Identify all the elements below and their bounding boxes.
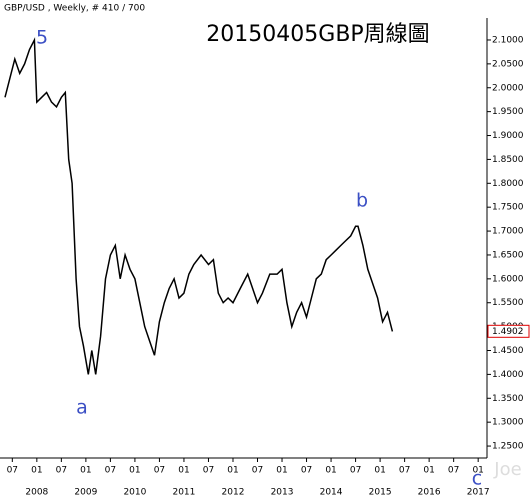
y-tick-label: 1.2500 xyxy=(492,442,524,452)
x-tick-label: 07 xyxy=(105,466,116,476)
year-label: 2017 xyxy=(467,488,490,498)
x-tick-label: 07 xyxy=(154,466,165,476)
y-tick-label: 1.4000 xyxy=(492,370,524,380)
y-tick-label: 1.3500 xyxy=(492,394,524,404)
y-tick-label: 2.0000 xyxy=(492,83,524,93)
y-tick-label: 1.7000 xyxy=(492,227,524,237)
x-tick-label: 07 xyxy=(7,466,18,476)
y-tick-label: 1.9500 xyxy=(492,107,524,117)
x-tick-label: 01 xyxy=(374,466,385,476)
annotation: 5 xyxy=(36,27,48,49)
x-tick-label: 01 xyxy=(178,466,189,476)
x-tick-label: 01 xyxy=(129,466,140,476)
chart-title: 20150405GBP周線圖 xyxy=(206,22,429,47)
price-line xyxy=(4,37,394,375)
y-tick-label: 1.4500 xyxy=(492,346,524,356)
x-tick-label: 01 xyxy=(423,466,434,476)
x-tick-label: 07 xyxy=(399,466,410,476)
x-tick-label: 01 xyxy=(325,466,336,476)
y-tick-label: 2.1000 xyxy=(492,35,524,45)
x-tick-label: 01 xyxy=(31,466,42,476)
chart-header: GBP/USD , Weekly, # 410 / 700 xyxy=(4,4,145,14)
year-label: 2016 xyxy=(418,488,441,498)
last-price-label: 1.4902 xyxy=(492,327,524,337)
annotation: c xyxy=(472,468,482,490)
y-tick-label: 1.9000 xyxy=(492,131,524,141)
y-tick-label: 1.5500 xyxy=(492,298,524,308)
year-label: 2011 xyxy=(172,488,195,498)
year-label: 2009 xyxy=(74,488,97,498)
x-tick-label: 07 xyxy=(448,466,459,476)
year-label: 2010 xyxy=(123,488,146,498)
y-tick-label: 1.3000 xyxy=(492,418,524,428)
x-tick-label: 07 xyxy=(252,466,263,476)
year-label: 2015 xyxy=(369,488,392,498)
y-tick-label: 1.6500 xyxy=(492,250,524,260)
y-tick-label: 1.8000 xyxy=(492,179,524,189)
year-label: 2013 xyxy=(271,488,294,498)
x-tick-label: 01 xyxy=(276,466,287,476)
x-tick-label: 07 xyxy=(350,466,361,476)
x-tick-label: 07 xyxy=(56,466,67,476)
year-label: 2008 xyxy=(25,488,48,498)
x-tick-label: 01 xyxy=(227,466,238,476)
year-label: 2012 xyxy=(222,488,245,498)
y-tick-label: 1.7500 xyxy=(492,203,524,213)
x-tick-label: 07 xyxy=(203,466,214,476)
watermark: Joe xyxy=(493,459,521,480)
annotation: b xyxy=(356,190,368,212)
x-tick-label: 01 xyxy=(472,466,483,476)
x-tick-label: 01 xyxy=(80,466,91,476)
x-tick-label: 07 xyxy=(301,466,312,476)
annotation: a xyxy=(76,397,88,419)
y-tick-label: 1.6000 xyxy=(492,274,524,284)
y-tick-label: 2.0500 xyxy=(492,59,524,69)
y-tick-label: 1.8500 xyxy=(492,155,524,165)
year-label: 2014 xyxy=(320,488,343,498)
last-price-box xyxy=(487,324,530,338)
